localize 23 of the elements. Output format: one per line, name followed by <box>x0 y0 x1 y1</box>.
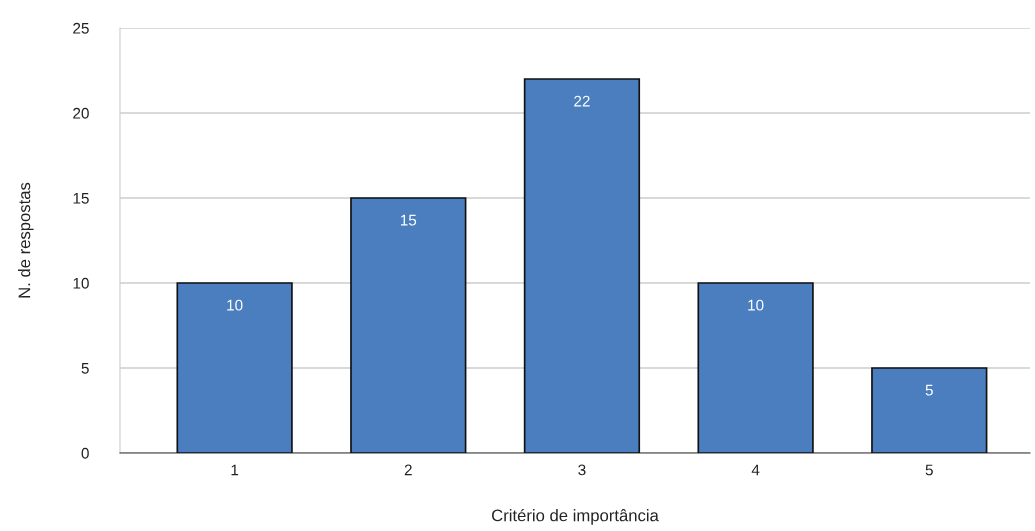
y-axis-title: N. de respostas <box>18 182 34 298</box>
x-tick-label: 2 <box>404 464 412 476</box>
data-label: 22 <box>574 95 590 107</box>
data-label: 10 <box>227 299 243 311</box>
y-tick-label: 5 <box>81 363 89 374</box>
x-tick-label: 4 <box>751 464 760 476</box>
y-tick-label: 15 <box>73 193 89 204</box>
y-tick-label: 20 <box>73 107 89 119</box>
data-label: 5 <box>925 384 933 396</box>
y-tick-label: 10 <box>73 277 89 289</box>
x-tick-label: 5 <box>925 464 933 476</box>
y-tick-label: 0 <box>81 447 89 459</box>
x-tick-label: 3 <box>578 464 586 476</box>
data-label: 15 <box>400 214 417 226</box>
bar <box>871 367 988 453</box>
data-label: 10 <box>748 299 764 311</box>
bar <box>350 197 467 453</box>
x-tick-label: 1 <box>231 464 239 476</box>
bar <box>176 282 293 453</box>
y-tick-label: 25 <box>73 22 89 34</box>
x-axis-title: Critério de importância <box>492 508 659 525</box>
bar <box>697 282 814 453</box>
bar <box>523 78 641 453</box>
